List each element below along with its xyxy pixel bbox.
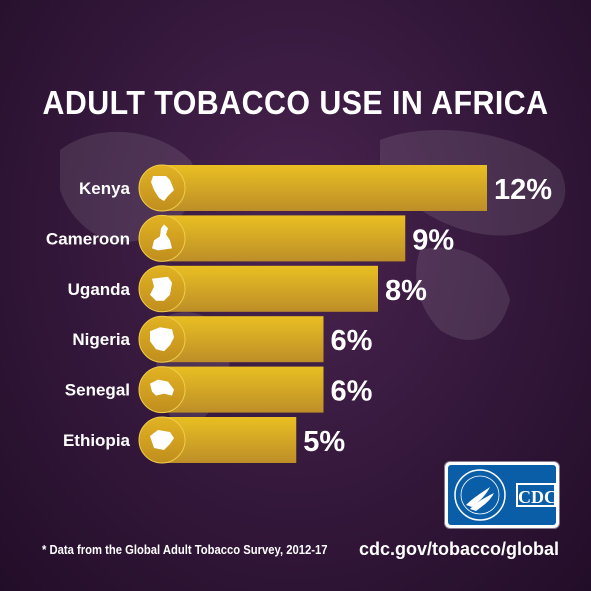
value-label: 9%: [412, 224, 454, 256]
hhs-seal-icon: [454, 469, 506, 521]
bar-cameroon: [160, 215, 406, 262]
value-label: 12%: [494, 174, 552, 206]
uganda-map-icon: [150, 276, 172, 301]
value-label: 8%: [385, 275, 427, 307]
bar-nigeria: [160, 316, 324, 363]
cameroon-map-icon: [152, 224, 172, 251]
cdc-wordmark: CDC: [516, 483, 557, 507]
footnote: * Data from the Global Adult Tobacco Sur…: [42, 543, 328, 557]
category-label: Cameroon: [46, 229, 130, 248]
value-label: 6%: [331, 376, 373, 408]
category-label: Nigeria: [72, 330, 130, 349]
ethiopia-map-icon: [150, 430, 174, 450]
senegal-map-icon: [150, 379, 174, 396]
category-label: Uganda: [68, 280, 131, 299]
chart-title: ADULT TOBACCO USE IN AFRICA: [42, 84, 549, 121]
cdc-logo: CDC: [445, 462, 559, 528]
value-label: 6%: [331, 325, 373, 357]
bar-uganda: [160, 265, 378, 312]
bar-senegal: [160, 366, 324, 413]
category-label: Senegal: [65, 381, 130, 400]
cdc-logo-panel: CDC: [448, 465, 557, 525]
category-label: Ethiopia: [63, 431, 131, 450]
category-label: Kenya: [79, 179, 131, 198]
bar-kenya: [160, 165, 487, 211]
value-label: 5%: [303, 426, 345, 458]
source-url[interactable]: cdc.gov/tobacco/global: [358, 539, 559, 559]
kenya-map-icon: [151, 176, 174, 201]
nigeria-map-icon: [150, 327, 174, 352]
